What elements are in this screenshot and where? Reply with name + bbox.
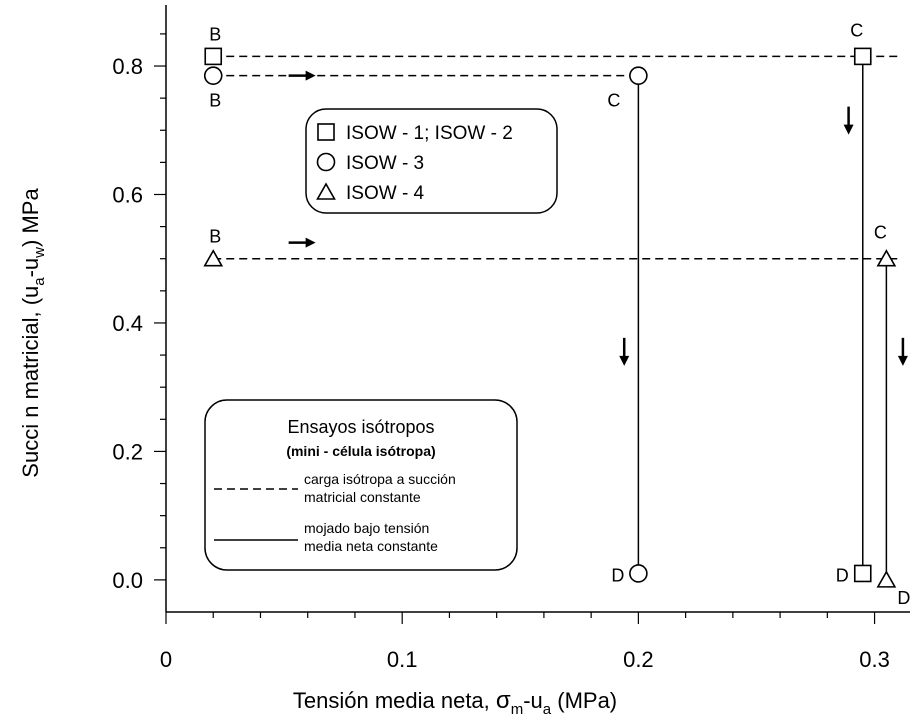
arrow-head — [619, 355, 630, 366]
circle-marker — [629, 66, 648, 85]
point-label: D — [836, 565, 849, 585]
key-dashed-line1: carga isótropa a succión — [304, 471, 456, 487]
direction-arrow — [897, 337, 908, 366]
y-axis-label: Succi n matricial, (ua-uw) MPa — [18, 188, 48, 478]
point-label: B — [209, 24, 221, 44]
point-label: B — [209, 227, 221, 247]
legend-entries: ISOW - 1; ISOW - 2 ISOW - 3 ISOW - 4 — [316, 123, 513, 204]
y-tick-label: 0.6 — [112, 182, 143, 207]
circle-marker — [629, 564, 648, 583]
key-solid-line1: mojado bajo tensión — [304, 520, 429, 536]
point-label: D — [897, 588, 910, 608]
circle-marker — [203, 66, 223, 85]
point-label: C — [607, 91, 620, 111]
direction-arrow — [843, 106, 854, 135]
x-tick-label: 0.2 — [623, 647, 654, 672]
key-box-subtitle: (mini - célula isótropa) — [286, 443, 435, 459]
arrow-head — [897, 355, 908, 366]
x-axis-label: Tensión media neta, σm-ua (MPa) — [293, 687, 617, 718]
triangle-marker — [876, 570, 897, 588]
x-tick-label: 0.1 — [387, 647, 418, 672]
arrow-head — [305, 237, 316, 248]
legend: ISOW - 1; ISOW - 2 ISOW - 3 ISOW - 4 — [305, 108, 558, 214]
legend-label: ISOW - 1; ISOW - 2 — [346, 123, 513, 144]
x-tick-label: 0.3 — [859, 647, 890, 672]
key-box-frame — [204, 399, 518, 571]
arrow-head — [305, 70, 316, 81]
legend-triangle-marker — [316, 182, 336, 200]
y-tick-label: 0.4 — [112, 311, 143, 336]
axes: 0 0.1 0.2 0.3 0.0 0.2 0.4 0.6 0.8 — [112, 5, 910, 672]
key-dashed-line2: matricial constante — [304, 489, 421, 505]
triangle-marker — [203, 249, 224, 267]
square-marker — [204, 47, 223, 66]
legend-square-marker — [317, 123, 335, 141]
key-box: Ensayos isótropos (mini - célula isótrop… — [204, 399, 518, 571]
square-marker — [853, 564, 872, 583]
y-tick-label: 0.8 — [112, 54, 143, 79]
markers — [203, 47, 897, 588]
point-labels: B C D B C D B C D — [209, 20, 910, 607]
point-label: C — [850, 20, 863, 40]
y-tick-label: 0.0 — [112, 568, 143, 593]
direction-arrow — [288, 70, 316, 81]
point-label: B — [209, 91, 221, 111]
point-label: C — [874, 223, 887, 243]
y-tick-label: 0.2 — [112, 439, 143, 464]
x-tick-label: 0 — [160, 647, 172, 672]
arrows — [288, 70, 908, 366]
legend-label: ISOW - 3 — [346, 153, 424, 174]
arrow-head — [843, 124, 854, 135]
square-marker — [853, 47, 872, 66]
legend-box — [305, 108, 558, 214]
point-label: D — [611, 565, 624, 585]
key-box-title: Ensayos isótropos — [287, 417, 434, 437]
direction-arrow — [288, 237, 316, 248]
key-solid-line2: media neta constante — [304, 538, 438, 554]
direction-arrow — [619, 337, 630, 366]
legend-circle-marker — [316, 152, 336, 172]
triangle-marker — [876, 249, 897, 267]
legend-label: ISOW - 4 — [346, 183, 425, 204]
paths — [213, 55, 899, 580]
